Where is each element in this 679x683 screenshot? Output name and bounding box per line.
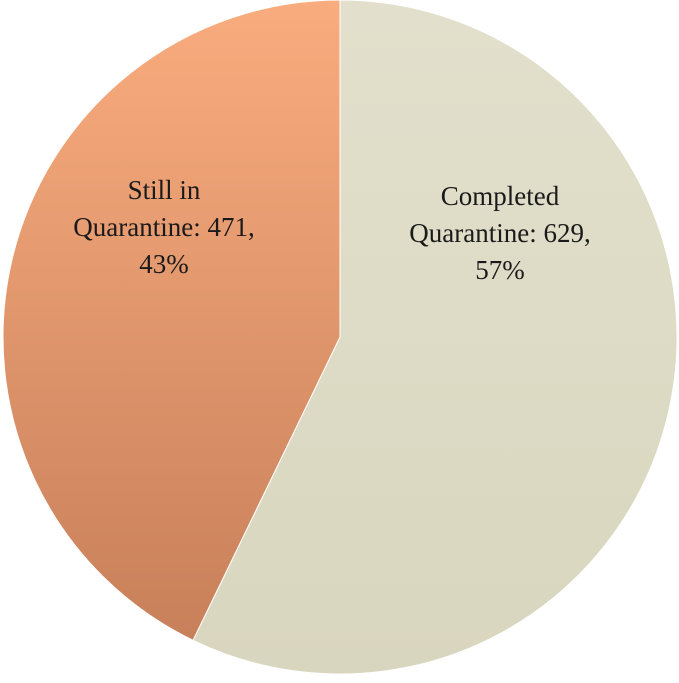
pie-slice-still-in-quarantine — [2, 0, 341, 641]
pie-slice-completed-quarantine — [192, 0, 678, 675]
slice-label-line: 57% — [475, 255, 525, 285]
slice-label-still-in-quarantine: Still in Quarantine: 471, 43% — [73, 175, 254, 279]
slice-label-completed-quarantine: Completed Quarantine: 629, 57% — [409, 181, 590, 285]
slice-label-line: Quarantine: 629, — [409, 218, 590, 248]
slice-label-line: Quarantine: 471, — [73, 212, 254, 242]
slice-label-line: Completed — [441, 181, 560, 211]
slice-label-line: Still in — [128, 175, 201, 205]
pie-labels: Completed Quarantine: 629, 57% Still in Quar… — [73, 175, 590, 285]
slice-label-line: 43% — [139, 249, 189, 279]
